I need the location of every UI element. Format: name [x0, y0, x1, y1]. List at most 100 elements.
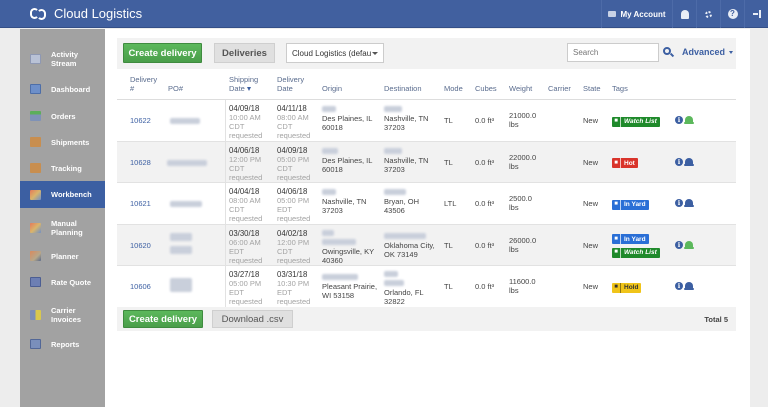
- note: requested: [277, 131, 311, 140]
- header-line-2: Date: [229, 84, 245, 93]
- sign-out-button[interactable]: [744, 0, 768, 28]
- table-row[interactable]: 10620 03/30/18 06:00 AM EDT requested 04/02…: [117, 224, 736, 266]
- info-icon[interactable]: i: [675, 157, 683, 166]
- timezone: EDT: [229, 288, 244, 297]
- delivery-number-link[interactable]: 10628: [130, 157, 151, 167]
- search-input[interactable]: [567, 43, 659, 62]
- info-icon[interactable]: i: [675, 116, 683, 124]
- origin-line-1: Des Plaines, IL: [322, 155, 373, 165]
- main-content: Create delivery Deliveries Cloud Logisti…: [105, 29, 750, 407]
- tag-in-yard[interactable]: ■ In Yard: [612, 234, 649, 244]
- time: 10:30 PM: [277, 279, 310, 288]
- remove-tag-icon[interactable]: ■: [612, 199, 621, 210]
- notifications-button[interactable]: [672, 0, 696, 28]
- remove-tag-icon[interactable]: ■: [612, 116, 621, 127]
- note: requested: [229, 214, 263, 223]
- sidebar-item-workbench[interactable]: Workbench: [20, 181, 105, 208]
- delivery-number-link[interactable]: 10621: [130, 199, 151, 208]
- bell-icon[interactable]: [684, 199, 694, 207]
- cloud-logistics-logo-icon: [30, 7, 48, 20]
- create-delivery-button[interactable]: Create delivery: [123, 43, 202, 63]
- mode: TL: [444, 116, 453, 125]
- column-header-delivery-date[interactable]: Delivery Date: [277, 75, 304, 93]
- bell-icon[interactable]: [684, 282, 694, 290]
- table-header: Delivery # PO# Shipping Date Delivery Date …: [117, 70, 736, 100]
- create-delivery-button-bottom[interactable]: Create delivery: [123, 310, 203, 328]
- destination-line-1: Oklahoma City,: [384, 240, 435, 250]
- bell-icon[interactable]: [684, 116, 694, 124]
- sidebar-item-dashboard[interactable]: Dashboard: [20, 82, 105, 96]
- tag-in-yard[interactable]: ■ In Yard: [612, 199, 649, 210]
- bell-icon[interactable]: [684, 157, 694, 166]
- tag-hot[interactable]: ■ Hot: [612, 158, 638, 168]
- cubes: 0.0 ft³: [475, 282, 495, 291]
- settings-button[interactable]: [696, 0, 720, 28]
- company-select[interactable]: Cloud Logistics (defau: [286, 43, 384, 63]
- sidebar-item-manual-planning[interactable]: Manual Planning: [20, 217, 105, 239]
- column-header-tags[interactable]: Tags: [612, 84, 628, 93]
- sidebar-item-reports[interactable]: Reports: [20, 337, 105, 351]
- tag-watch-list[interactable]: ■ Watch List: [612, 116, 660, 127]
- weight-unit: lbs: [509, 120, 519, 129]
- deliveries-button[interactable]: Deliveries: [214, 43, 275, 63]
- origin-line-2: 60018: [322, 123, 343, 132]
- download-csv-button[interactable]: Download .csv: [212, 310, 293, 328]
- column-header-mode[interactable]: Mode: [444, 84, 463, 93]
- sidebar-item-activity-stream[interactable]: Activity Stream: [20, 47, 105, 71]
- search-icon[interactable]: [663, 47, 671, 55]
- label-line-1: Manual: [51, 219, 77, 228]
- remove-tag-icon[interactable]: ■: [612, 247, 621, 258]
- tag-hold[interactable]: ■ Hold: [612, 282, 642, 293]
- remove-tag-icon[interactable]: ■: [612, 234, 621, 244]
- delivery-number-link[interactable]: 10606: [130, 282, 151, 291]
- tag-watch-list[interactable]: ■ Watch List: [612, 247, 660, 258]
- sidebar-item-tracking[interactable]: Tracking: [20, 161, 105, 175]
- sidebar-item-label: Tracking: [51, 163, 82, 173]
- remove-tag-icon[interactable]: ■: [612, 158, 621, 168]
- weight: 2500.0 lbs: [509, 194, 532, 212]
- help-button[interactable]: ?: [720, 0, 744, 28]
- column-header-state[interactable]: State: [583, 84, 601, 93]
- column-header-cubes[interactable]: Cubes: [475, 84, 497, 93]
- column-header-weight[interactable]: Weight: [509, 84, 533, 93]
- table-row[interactable]: 10622 04/09/18 10:00 AM CDT requested 04/11…: [117, 100, 736, 142]
- tag-label: Watch List: [624, 118, 657, 125]
- weight-value: 21000.0: [509, 111, 537, 120]
- table-row[interactable]: 10606 03/27/18 05:00 PM EDT requested 03/31…: [117, 266, 736, 308]
- label-line-2: Planning: [51, 228, 83, 237]
- column-divider: [225, 100, 226, 141]
- column-header-po[interactable]: PO#: [168, 84, 184, 93]
- info-icon[interactable]: i: [675, 199, 683, 207]
- info-icon[interactable]: i: [675, 282, 683, 290]
- info-icon[interactable]: i: [675, 240, 683, 249]
- tag-label: In Yard: [624, 201, 646, 208]
- remove-tag-icon[interactable]: ■: [612, 282, 621, 293]
- tag-label: Hot: [624, 159, 635, 167]
- advanced-search-dropdown[interactable]: Advanced: [682, 47, 734, 57]
- table-row[interactable]: 10628 04/06/18 12:00 PM CDT requested 04/09…: [117, 141, 736, 183]
- brand[interactable]: Cloud Logistics: [30, 6, 142, 21]
- timezone: EDT: [277, 205, 292, 214]
- sidebar-item-planner[interactable]: Planner: [20, 249, 105, 263]
- sidebar-item-carrier-invoices[interactable]: Carrier Invoices: [20, 304, 105, 326]
- delivery-number-link[interactable]: 10622: [130, 116, 151, 125]
- sidebar-item-rate-quote[interactable]: Rate Quote: [20, 275, 105, 289]
- column-header-destination[interactable]: Destination: [384, 84, 422, 93]
- my-account-button[interactable]: My Account: [601, 0, 672, 28]
- delivery-number-link[interactable]: 10620: [130, 240, 151, 250]
- column-header-delivery[interactable]: Delivery #: [130, 75, 157, 93]
- bell-icon[interactable]: [684, 240, 694, 249]
- weight-unit: lbs: [509, 244, 519, 254]
- mode: TL: [444, 282, 453, 291]
- destination-line-1: Orlando, FL: [384, 288, 424, 297]
- column-header-carrier[interactable]: Carrier: [548, 84, 571, 93]
- column-header-shipping-date[interactable]: Shipping Date: [229, 75, 258, 93]
- table-row[interactable]: 10621 04/04/18 08:00 AM CDT requested 04/06…: [117, 183, 736, 225]
- state: New: [583, 157, 599, 167]
- header-line-1: Delivery: [277, 75, 305, 84]
- sidebar-item-shipments[interactable]: Shipments: [20, 135, 105, 149]
- state: New: [583, 282, 599, 291]
- column-header-origin[interactable]: Origin: [322, 84, 343, 93]
- weight-unit: lbs: [509, 286, 519, 295]
- sidebar-item-orders[interactable]: Orders: [20, 109, 105, 123]
